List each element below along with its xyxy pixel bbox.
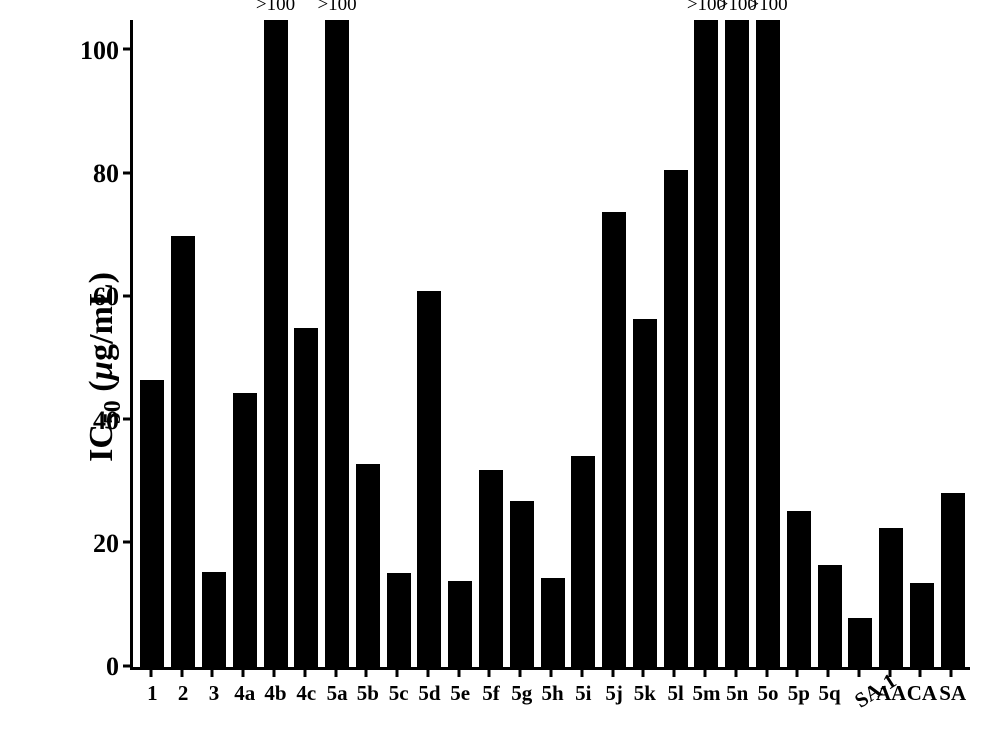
x-tick-label: 5h (541, 667, 563, 706)
x-tick-label: AA (876, 667, 906, 706)
bar-slot: 5p (783, 20, 814, 667)
bar-overflow-label: >100 (317, 0, 356, 16)
x-tick-label: 5b (357, 667, 379, 706)
bar (417, 291, 441, 667)
bar-slot: 5c (383, 20, 414, 667)
bar (941, 493, 965, 667)
bar (356, 464, 380, 667)
bar (541, 578, 565, 667)
y-tick-label: 60 (93, 282, 133, 312)
x-tick-label: 5o (758, 667, 779, 706)
x-tick-label: 5p (788, 667, 810, 706)
x-tick-label: 5e (450, 667, 470, 706)
bar (510, 501, 534, 667)
bar-slot: CA (907, 20, 938, 667)
bar-slot: >1005a (322, 20, 353, 667)
bar-slot: AA (876, 20, 907, 667)
bar (233, 393, 257, 667)
plot-area: 1234a>1004b4c>1005a5b5c5d5e5f5g5h5i5j5k5… (130, 20, 970, 670)
bar (294, 328, 318, 667)
x-tick-label: 5f (482, 667, 500, 706)
bar-slot: 5g (506, 20, 537, 667)
x-tick-label: 2 (178, 667, 189, 706)
bar-slot: 4c (291, 20, 322, 667)
bar (879, 528, 903, 667)
x-tick-label: 5l (668, 667, 684, 706)
bar-slot: 4a (229, 20, 260, 667)
x-tick-label: 1 (147, 667, 158, 706)
x-tick-label: 4b (264, 667, 286, 706)
bar-slot: SA (937, 20, 968, 667)
bar-slot: 5q (814, 20, 845, 667)
bar-slot: 5k (630, 20, 661, 667)
bar (571, 456, 595, 667)
bar-overflow-label: >100 (256, 0, 295, 16)
x-tick-label: 5c (389, 667, 409, 706)
bars-group: 1234a>1004b4c>1005a5b5c5d5e5f5g5h5i5j5k5… (133, 20, 970, 667)
bar-slot: 5b (352, 20, 383, 667)
bar-slot: 5i (568, 20, 599, 667)
y-tick-label: 0 (106, 652, 133, 682)
bar-slot: >1005m (691, 20, 722, 667)
bar-slot: 5j (599, 20, 630, 667)
bar-slot: 5d (414, 20, 445, 667)
x-tick-label: 5k (634, 667, 656, 706)
x-tick-label: 4a (234, 667, 255, 706)
bar-slot: >1005n (722, 20, 753, 667)
bar-slot: 2 (168, 20, 199, 667)
x-tick-label: 5j (605, 667, 623, 706)
bar: >100 (325, 20, 349, 667)
bar (479, 470, 503, 667)
bar-slot: 5f (476, 20, 507, 667)
bar-slot: 3 (199, 20, 230, 667)
x-tick-label: 5a (327, 667, 348, 706)
ic50-bar-chart: IC50 (µg/mL) 1234a>1004b4c>1005a5b5c5d5e… (0, 0, 1000, 734)
bar (787, 511, 811, 667)
x-tick-label: CA (907, 667, 937, 706)
bar-slot: 5h (537, 20, 568, 667)
bar: >100 (756, 20, 780, 667)
bar-slot: 5l (660, 20, 691, 667)
bar (848, 618, 872, 667)
bar (910, 583, 934, 667)
bar (202, 572, 226, 668)
x-tick-label: 5n (726, 667, 748, 706)
bar (664, 170, 688, 667)
x-tick-label: 5g (511, 667, 532, 706)
x-tick-label: 4c (296, 667, 316, 706)
x-tick-label: SA (939, 667, 966, 706)
x-tick-label: 5m (692, 667, 720, 706)
bar-slot: 5e (445, 20, 476, 667)
bar (633, 319, 657, 667)
y-tick-label: 80 (93, 159, 133, 189)
x-tick-label: 5i (575, 667, 591, 706)
bar (818, 565, 842, 667)
bar: >100 (694, 20, 718, 667)
y-tick-label: 40 (93, 406, 133, 436)
bar-slot: 1 (137, 20, 168, 667)
bar-slot: >1004b (260, 20, 291, 667)
x-tick-label: 5d (418, 667, 440, 706)
bar-slot: >1005o (753, 20, 784, 667)
y-tick-label: 100 (80, 36, 133, 66)
x-tick-label: 5q (818, 667, 840, 706)
y-tick-label: 20 (93, 529, 133, 559)
bar: >100 (264, 20, 288, 667)
bar (171, 236, 195, 667)
bar (140, 380, 164, 667)
bar (387, 573, 411, 667)
bar-overflow-label: >100 (748, 0, 787, 16)
bar (602, 212, 626, 667)
x-tick-label: 3 (209, 667, 220, 706)
bar: >100 (725, 20, 749, 667)
bar (448, 581, 472, 667)
bar-slot: SA-1 (845, 20, 876, 667)
